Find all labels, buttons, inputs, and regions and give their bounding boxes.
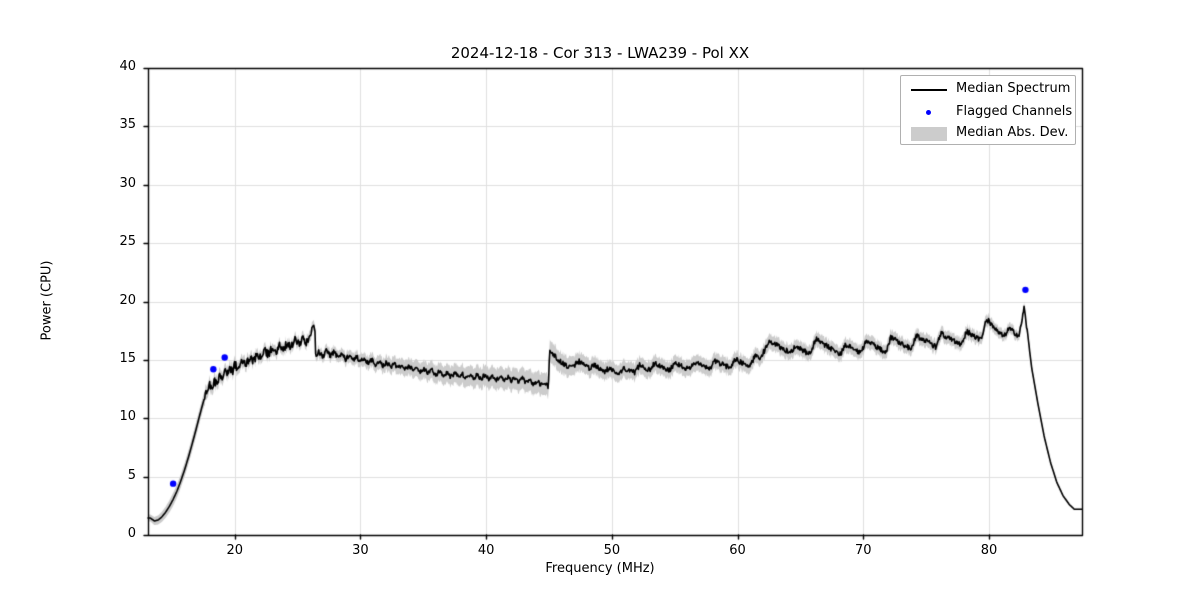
flagged-channel-dot-icon [909, 101, 949, 124]
y-tick-label: 10 [119, 409, 136, 425]
y-tick-label: 20 [119, 292, 136, 308]
x-tick-label: 80 [980, 543, 998, 558]
y-tick-label: 35 [119, 117, 136, 133]
legend-entry-median-spectrum: Median Spectrum [901, 78, 1077, 101]
chart-legend: Median Spectrum Flagged Channels Median … [900, 75, 1076, 145]
legend-entry-median-abs-dev: Median Abs. Dev. [901, 122, 1077, 145]
x-tick-label: 40 [477, 543, 495, 558]
y-tick-label: 0 [127, 526, 136, 541]
y-axis-label: Power (CPU) [39, 260, 55, 341]
median-spectrum-line-icon [909, 78, 949, 101]
median-abs-dev-patch-icon [909, 122, 949, 145]
x-tick-label: 20 [226, 543, 243, 558]
x-axis-label: Frequency (MHz) [545, 561, 655, 576]
legend-entry-flagged-channels: Flagged Channels [901, 101, 1077, 124]
x-tick-label: 30 [352, 543, 369, 558]
y-tick-label: 5 [127, 467, 136, 483]
y-tick-label: 30 [119, 175, 136, 191]
y-tick-label: 25 [119, 234, 136, 250]
x-tick-label: 50 [603, 543, 621, 558]
legend-label-median-abs-dev: Median Abs. Dev. [956, 125, 1069, 140]
legend-label-median-spectrum: Median Spectrum [956, 81, 1071, 96]
y-tick-label: 15 [119, 350, 136, 366]
y-tick-label: 40 [119, 59, 136, 74]
legend-label-flagged-channels: Flagged Channels [956, 104, 1073, 119]
chart-title: 2024-12-18 - Cor 313 - LWA239 - Pol XX [450, 44, 750, 62]
x-tick-label: 60 [729, 543, 746, 558]
x-tick-label: 70 [854, 543, 872, 558]
